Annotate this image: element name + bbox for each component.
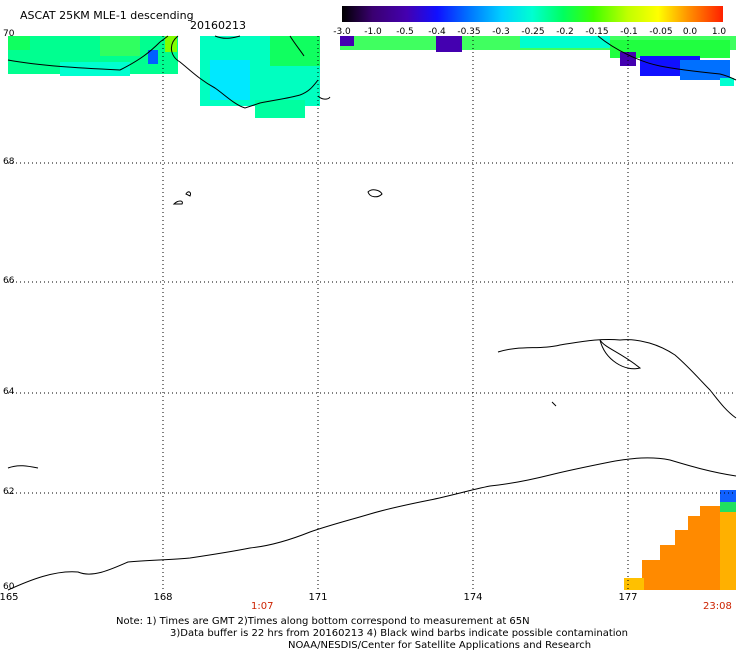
lat-lon-grid — [8, 36, 736, 590]
lon-label: 171 — [308, 592, 328, 603]
map-date: 20160213 — [190, 19, 246, 32]
colorbar-label: -0.25 — [521, 27, 545, 37]
colorbar-label: -0.35 — [457, 27, 481, 37]
time-start-label: 1:07 — [251, 601, 274, 612]
note-line-1: Note: 1) Times are GMT 2)Times along bot… — [116, 616, 530, 627]
colorbar — [342, 6, 723, 22]
colorbar-label: -0.05 — [649, 27, 673, 37]
wind-data-top-right — [340, 36, 736, 86]
coastline — [7, 35, 737, 591]
lat-label: 70 — [3, 29, 15, 39]
lon-label: 168 — [153, 592, 173, 603]
lat-label: 60 — [3, 582, 15, 592]
colorbar-label: -0.1 — [620, 27, 638, 37]
colorbar-label: -0.15 — [585, 27, 609, 37]
lat-label: 66 — [3, 276, 15, 286]
colorbar-label: -0.3 — [492, 27, 510, 37]
lat-label: 68 — [3, 157, 15, 167]
lon-label: 177 — [618, 592, 638, 603]
note-line-3: NOAA/NESDIS/Center for Satellite Applica… — [288, 640, 592, 651]
colorbar-label: -3.0 — [333, 27, 351, 37]
lat-label: 64 — [3, 387, 15, 397]
colorbar-label: -0.4 — [428, 27, 446, 37]
lon-label: 165 — [0, 592, 19, 603]
colorbar-label: 0.0 — [682, 27, 698, 37]
wind-data-top-left — [8, 36, 320, 118]
lon-label: 174 — [463, 592, 483, 603]
note-line-2: 3)Data buffer is 22 hrs from 20160213 4)… — [170, 628, 628, 639]
colorbar-label: -1.0 — [364, 27, 382, 37]
colorbar-label: 1.0 — [711, 27, 727, 37]
time-end-label: 23:08 — [703, 601, 732, 612]
colorbar-label: -0.2 — [556, 27, 574, 37]
wind-data-bottom-right — [624, 490, 736, 590]
colorbar-label: -0.5 — [396, 27, 414, 37]
lat-label: 62 — [3, 487, 15, 497]
map-title: ASCAT 25KM MLE-1 descending — [20, 9, 194, 22]
